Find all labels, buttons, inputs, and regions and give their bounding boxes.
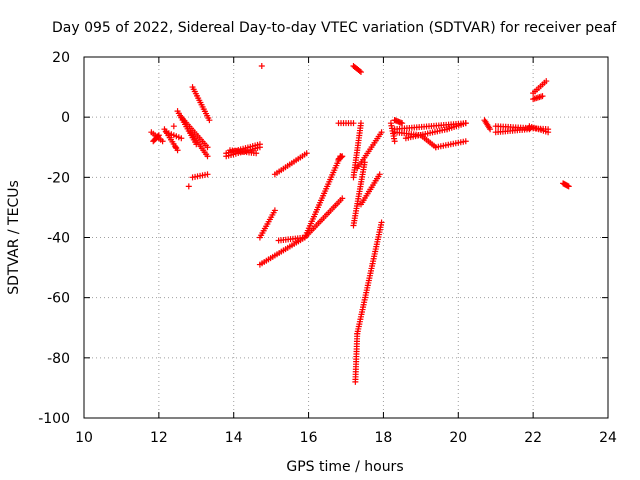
y-axis-label: SDTVAR / TECUs bbox=[6, 180, 22, 295]
data-points bbox=[148, 63, 572, 385]
y-tick-label: -40 bbox=[47, 231, 70, 247]
x-tick-label: 12 bbox=[150, 430, 168, 446]
data-point bbox=[487, 126, 494, 133]
data-point bbox=[357, 120, 364, 127]
data-point bbox=[357, 69, 364, 76]
plot-frame bbox=[83, 56, 609, 419]
y-tick-label: -20 bbox=[47, 170, 70, 186]
data-point bbox=[356, 68, 363, 75]
y-tick-label: -60 bbox=[47, 291, 70, 307]
data-point bbox=[159, 138, 166, 145]
data-point bbox=[391, 117, 398, 124]
data-point bbox=[303, 150, 310, 157]
data-point bbox=[565, 183, 572, 190]
grid bbox=[84, 57, 608, 418]
x-tick-label: 16 bbox=[300, 430, 318, 446]
data-point bbox=[462, 138, 469, 145]
x-tick-label: 10 bbox=[75, 430, 93, 446]
data-point bbox=[271, 207, 278, 214]
data-point bbox=[204, 153, 211, 160]
data-point bbox=[339, 195, 346, 202]
y-tick-label: -100 bbox=[38, 411, 70, 427]
x-tick-label: 18 bbox=[375, 430, 393, 446]
axis-ticks: 10 12 14 16 18 20 22 24 20 0 -20 -40 -60 -80 -100 bbox=[38, 50, 617, 446]
chart-title: Day 095 of 2022, Sidereal Day-to-day VTE… bbox=[52, 20, 617, 36]
x-tick-label: 22 bbox=[524, 430, 542, 446]
data-point bbox=[378, 219, 385, 226]
data-point bbox=[155, 132, 162, 139]
data-point bbox=[204, 171, 211, 178]
data-point bbox=[154, 133, 161, 140]
data-point bbox=[399, 120, 406, 127]
data-point bbox=[204, 144, 211, 151]
data-point bbox=[545, 129, 552, 136]
data-point bbox=[462, 120, 469, 127]
data-point bbox=[376, 171, 383, 178]
x-axis-label: GPS time / hours bbox=[286, 459, 403, 475]
x-tick-label: 20 bbox=[449, 430, 467, 446]
data-point bbox=[256, 144, 263, 151]
data-point bbox=[258, 63, 265, 70]
data-point bbox=[178, 135, 185, 142]
data-point bbox=[539, 93, 546, 100]
data-point bbox=[172, 144, 179, 151]
y-tick-label: 20 bbox=[52, 50, 70, 66]
data-point bbox=[174, 147, 181, 154]
data-point bbox=[170, 123, 177, 130]
data-point bbox=[391, 138, 398, 145]
y-tick-label: 0 bbox=[61, 110, 70, 126]
data-point bbox=[543, 78, 550, 85]
data-point bbox=[185, 183, 192, 190]
data-point bbox=[253, 150, 260, 157]
y-tick-label: -80 bbox=[47, 351, 70, 367]
data-point bbox=[350, 120, 357, 127]
data-point bbox=[337, 153, 344, 160]
data-point bbox=[206, 117, 213, 124]
x-tick-label: 24 bbox=[599, 430, 617, 446]
x-tick-label: 14 bbox=[225, 430, 243, 446]
data-point bbox=[378, 129, 385, 136]
